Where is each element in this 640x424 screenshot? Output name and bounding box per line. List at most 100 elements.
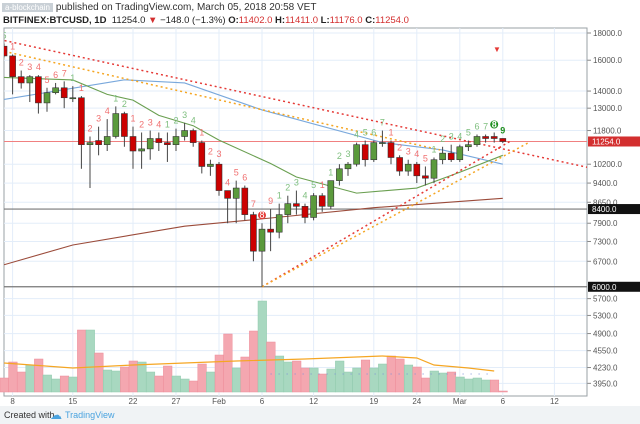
volume-bar [34,358,44,393]
td-count-label: 5 [466,128,471,138]
td-count-label: 4 [457,132,462,142]
low-label: L: [320,15,330,26]
y-tick-label: 4550.0 [593,347,618,356]
td-count-label: 8 [259,210,264,220]
volume-bar [145,371,156,393]
x-tick-label: Feb [212,397,226,406]
candle-body [4,45,8,57]
td-count-label: 2 [337,151,342,161]
volume-bar [378,363,388,393]
open-label: O: [228,15,239,26]
tradingview-link[interactable]: TradingView [65,410,115,420]
trendline [4,39,587,169]
low-value: 11176.0 [329,15,363,26]
candle-body [164,142,171,145]
candle-body [35,76,42,104]
x-tick-label: 8 [10,397,15,406]
td-count-label: 4 [302,191,307,201]
td-count-label: 1 [277,191,282,201]
x-tick-label: 12 [550,397,559,406]
candle-body [490,136,498,139]
volume-bar [455,376,465,393]
td-count-label: 2 [19,58,24,68]
candle-body [396,157,403,172]
td-count-label: 1 [10,42,15,52]
candle-body [284,203,292,215]
price-marker-label: 11254.0 [592,137,621,146]
last-price: 11254.0 [111,15,146,26]
td-count-label: 1 [165,120,170,130]
candle-body [422,175,429,179]
candle-body [439,152,446,161]
volume-bar [77,329,87,393]
td-count-label: 4 [191,116,196,126]
volume-bar [421,377,431,393]
candle-body [404,163,412,172]
td-count-label: 4 [156,120,161,130]
price-marker-box [588,281,640,292]
trendline [261,141,529,288]
created-with-text: Created with [4,410,55,420]
candle-body [361,144,369,161]
candle-body [482,136,489,139]
volume-bar [197,363,207,393]
y-tick-label: 6700.0 [593,257,618,266]
candle-body [121,113,128,137]
x-tick-label: 6 [501,397,506,406]
td-count-label: 3 [96,114,101,124]
candle-body [387,142,395,158]
td-count-label: 5 [311,180,316,190]
td-count-label: 6 [242,173,247,183]
y-tick-label: 8650.0 [593,198,618,207]
candle-body [465,144,472,148]
author-badge[interactable]: a-blockchain [2,3,53,12]
volume-bar [171,375,181,393]
candle-body [275,214,283,233]
volume-bar [352,367,362,393]
volume-bar [300,367,310,393]
td-count-label: 5 [1,31,6,41]
close-label: C: [365,15,376,26]
volume-bar [102,369,113,393]
y-tick-label: 11800.0 [593,127,622,136]
volume-bar [206,371,216,393]
symbol-name[interactable]: BITFINEX:BTCUSD, 1D [3,15,107,26]
volume-bar [446,371,457,393]
volume-bar [85,329,95,393]
volume-bar [188,380,199,393]
volume-bar [369,367,379,393]
candle-body [267,228,274,233]
candle-body [447,152,455,161]
volume-bar [360,359,371,393]
candle-body [336,168,343,181]
candle-body [430,159,438,179]
td-count-label: 3 [182,110,187,120]
y-tick-label: 10200.0 [593,160,622,169]
volume-ma-line [3,355,495,372]
volume-bar [137,361,147,393]
volume-bar [68,376,78,393]
candle-body [43,92,51,104]
candle-body [78,97,85,145]
td-count-label: 1 [199,128,204,138]
y-tick-label: 5700.0 [593,295,618,304]
publish-text: published on TradingView.com, March 05, … [55,2,317,13]
x-tick-label: 27 [172,397,181,406]
candle-body [172,136,180,145]
td-count-label: 1 [79,83,84,93]
candle-body [9,55,16,77]
candle-body [207,163,214,167]
volume-bar [16,371,27,393]
close-value: 11254.0 [375,15,409,26]
x-tick-label: 15 [68,397,77,406]
td-count-label: 2 [139,120,144,130]
candle-body [353,144,360,165]
td-count-label: 5 [363,128,368,138]
x-tick-label: 19 [369,397,378,406]
volume-bar [438,372,448,393]
candle-body [232,187,240,199]
price-marker-label: 6000.0 [592,283,617,292]
volume-bar [403,364,414,393]
td-count-label: 3 [27,62,32,72]
